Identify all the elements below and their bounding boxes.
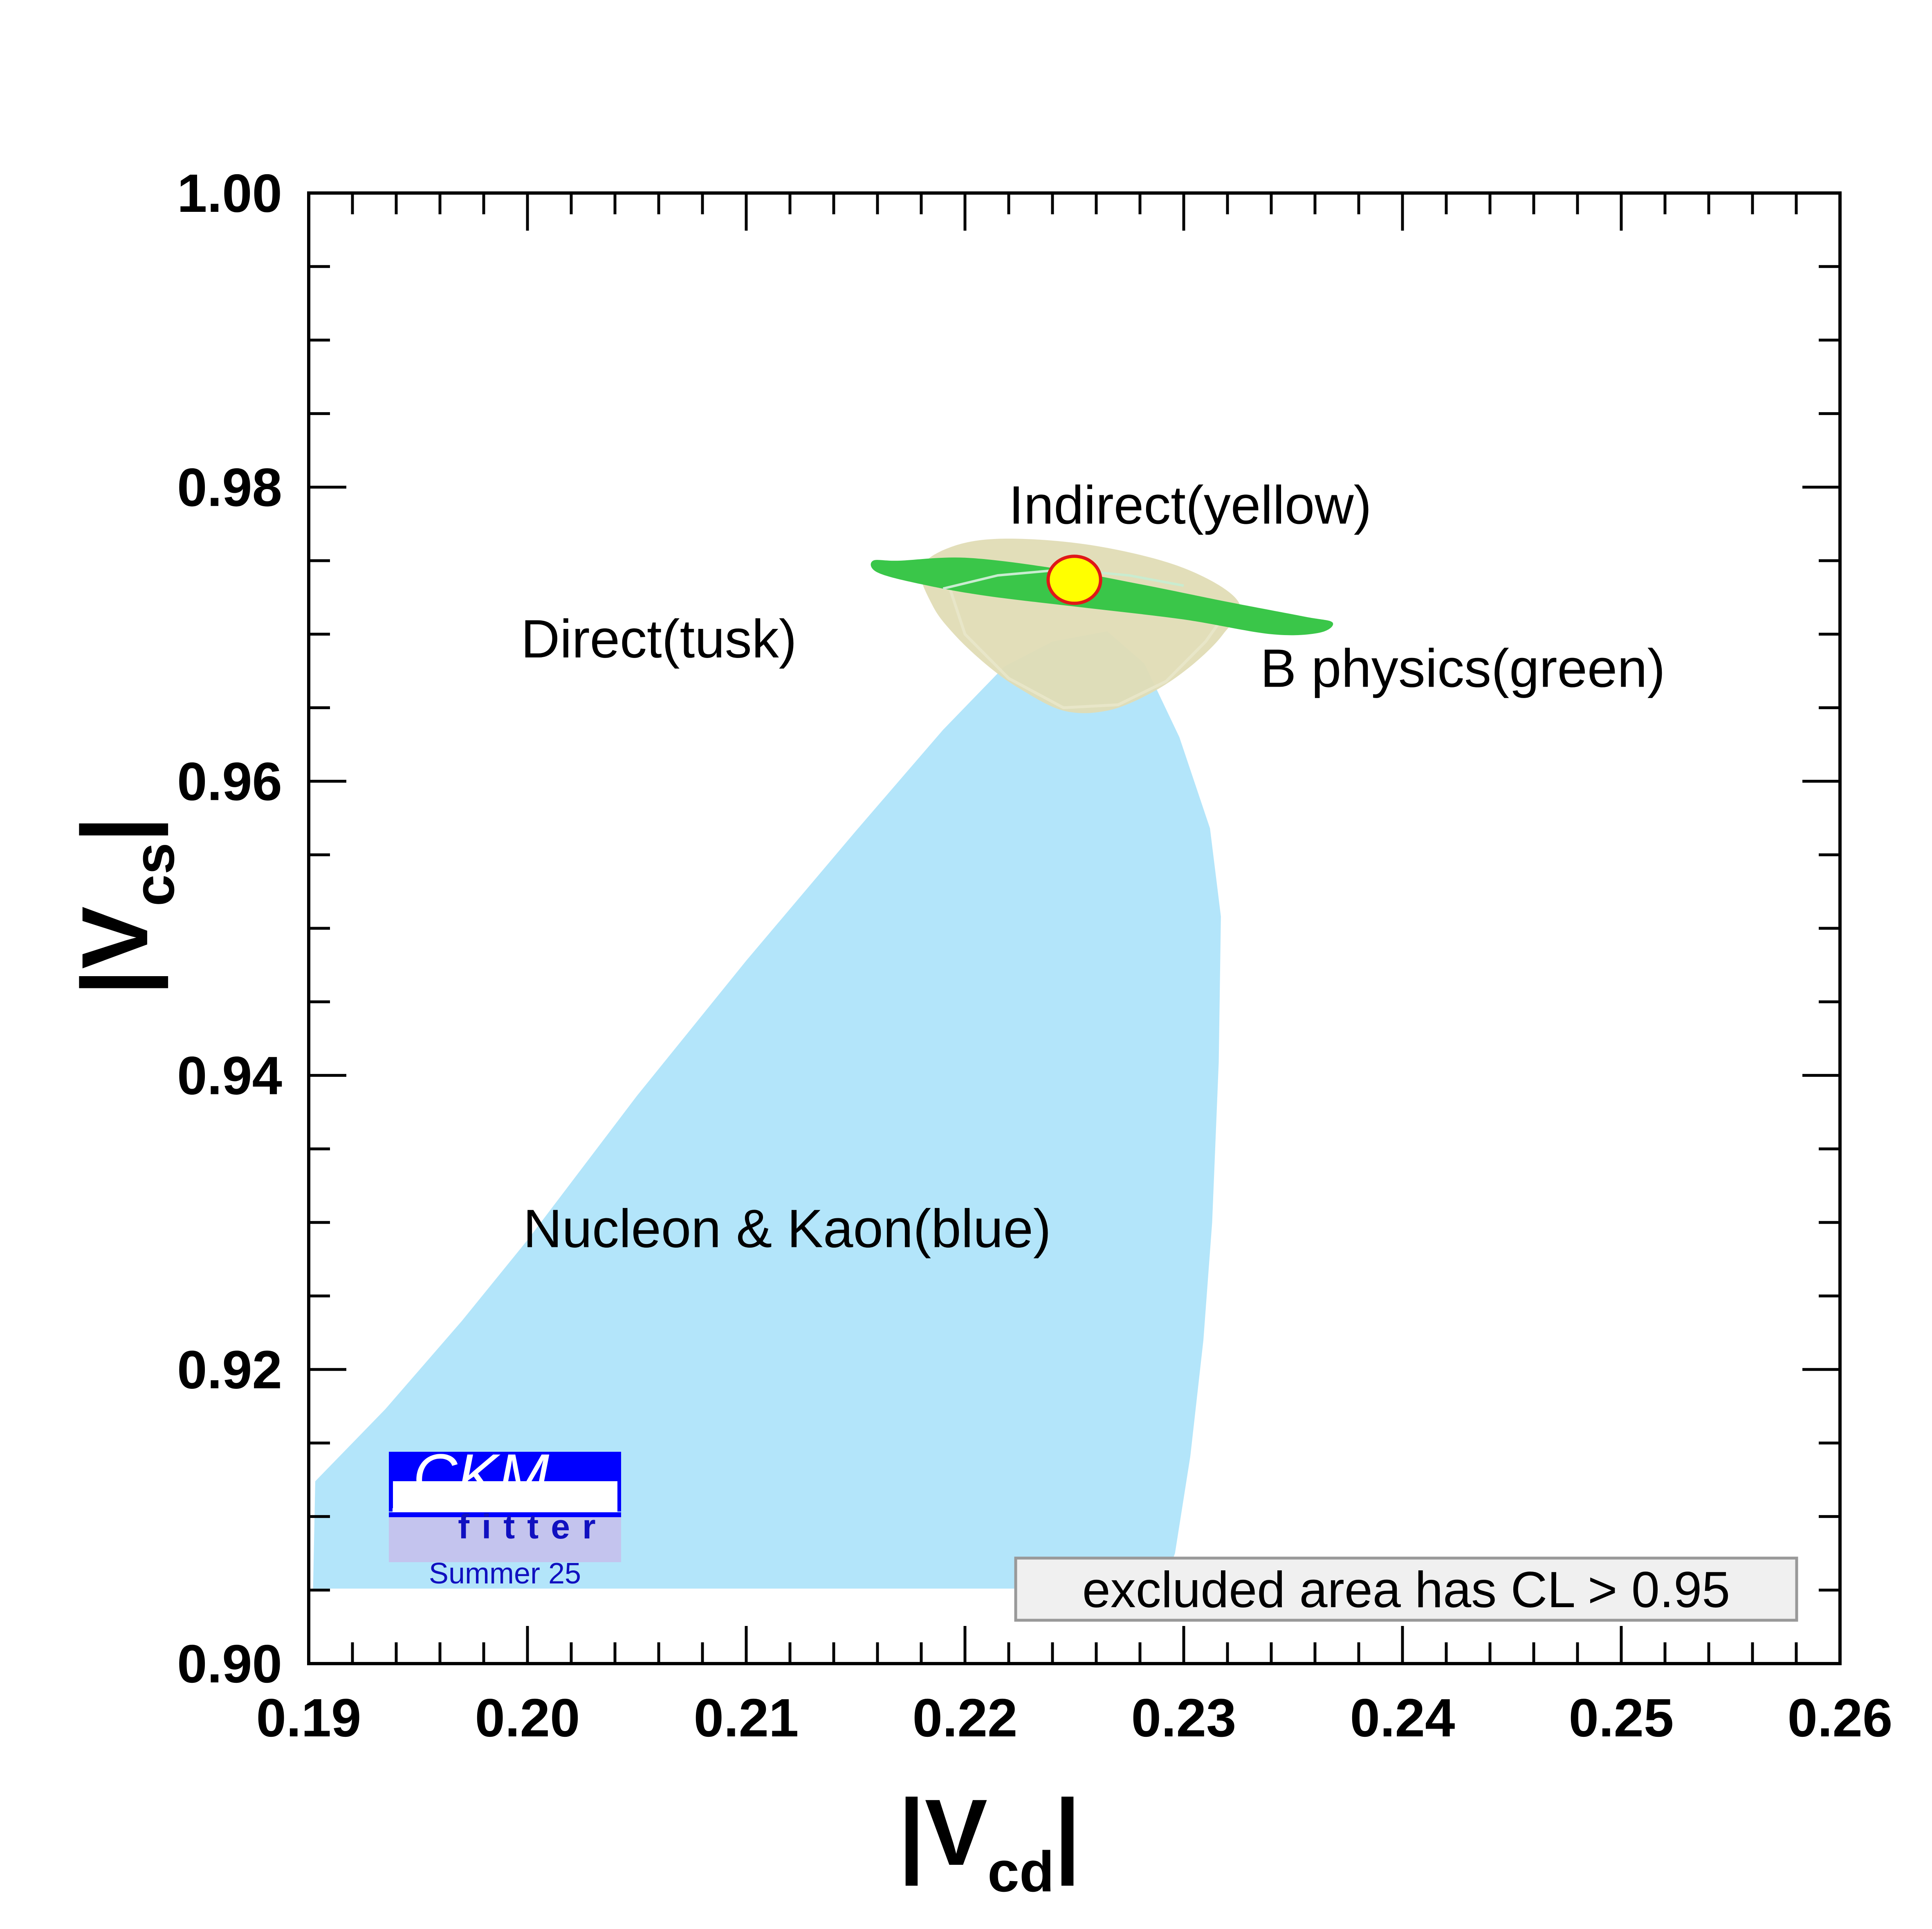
y-tick-label: 1.00 [177, 163, 282, 223]
plot-frame [307, 191, 1842, 1665]
x-tick-label: 0.19 [256, 1688, 361, 1748]
nucleon-kaon-region [313, 631, 1221, 1589]
y-tick-label: 0.98 [177, 457, 282, 517]
x-tick-label: 0.23 [1131, 1688, 1236, 1748]
x-axis-title-main: |V [898, 1780, 987, 1886]
y-tick-label: 0.92 [177, 1340, 282, 1400]
cl-legend: excluded area has CL > 0.95 [1014, 1556, 1798, 1622]
y-axis-title-main: |V [62, 906, 168, 995]
direct-tusk-inner-contour [942, 567, 1233, 710]
x-axis-title: |Vcd| [898, 1780, 1081, 1904]
region-annotation: Direct(tusk) [521, 609, 797, 669]
logo-fitter-text: fitter [458, 1507, 608, 1546]
x-tick-labels: 0.19 0.20 0.21 0.22 0.23 0.24 0.25 0.26 [256, 1688, 1893, 1748]
region-annotation: Nucleon & Kaon(blue) [523, 1199, 1051, 1259]
region-annotations: Indirect(yellow) Direct(tusk) B physics(gr… [521, 475, 1665, 1258]
x-tick-label: 0.26 [1788, 1688, 1893, 1748]
y-tick-labels: 0.90 0.92 0.94 0.96 0.98 1.00 [177, 163, 282, 1694]
logo-ckm-text: CKM [413, 1441, 549, 1510]
y-tick-label: 0.90 [177, 1634, 282, 1694]
logo-summer-text: Summer 25 [429, 1557, 581, 1590]
x-tick-label: 0.21 [694, 1688, 799, 1748]
ckmfitter-logo: CKM fitter Summer 25 [389, 1441, 621, 1590]
y-axis-title: |Vcs| [62, 816, 186, 995]
x-tick-label: 0.24 [1350, 1688, 1455, 1748]
region-annotation: B physics(green) [1260, 638, 1665, 698]
x-axis-title-sub: cd [987, 1839, 1054, 1904]
y-tick-label: 0.94 [177, 1046, 282, 1106]
cl-legend-text: excluded area has CL > 0.95 [1082, 1562, 1730, 1618]
x-tick-label: 0.25 [1569, 1688, 1674, 1748]
y-axis-title-end: | [62, 816, 168, 842]
x-axis-title-end: | [1054, 1780, 1080, 1886]
x-tick-label: 0.20 [475, 1688, 580, 1748]
x-tick-label: 0.22 [913, 1688, 1018, 1748]
y-axis-title-sub: cs [122, 842, 186, 906]
indirect-region [1046, 555, 1102, 605]
regions-layer [313, 539, 1333, 1589]
y-tick-label: 0.96 [177, 751, 282, 811]
region-annotation: Indirect(yellow) [1009, 475, 1372, 535]
